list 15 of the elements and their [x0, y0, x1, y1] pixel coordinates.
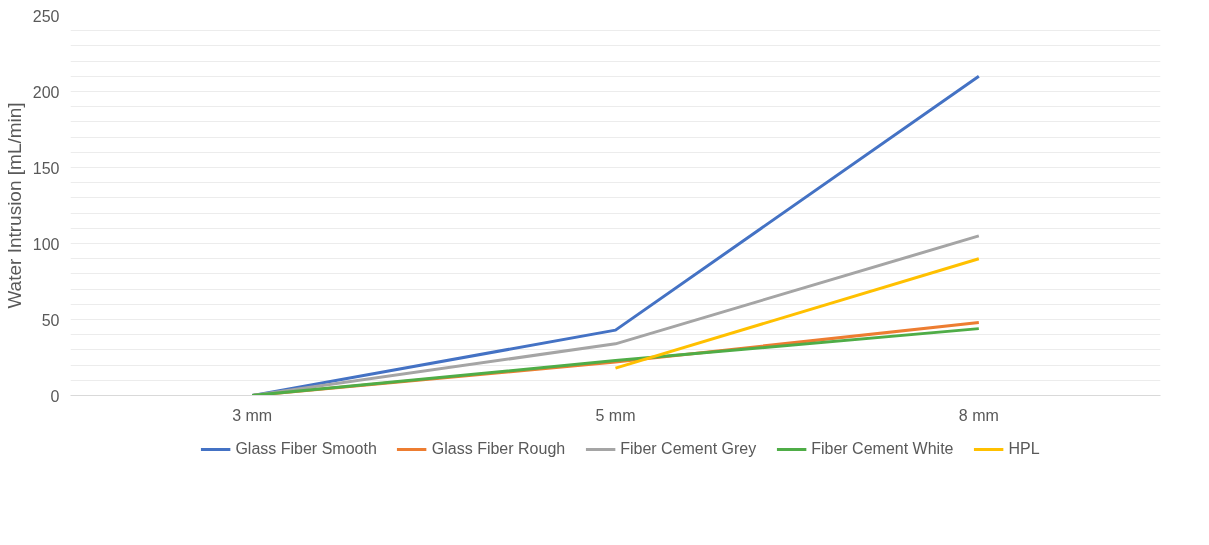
x-tick-label: 8 mm [958, 406, 999, 424]
x-tick-label: 5 mm [595, 406, 636, 424]
legend-label: Fiber Cement White [811, 439, 954, 458]
y-tick-label: 150 [32, 159, 60, 177]
y-tick-label: 0 [50, 387, 60, 405]
legend-label: Fiber Cement Grey [620, 439, 757, 458]
y-tick-label: 250 [32, 7, 60, 25]
legend-label: HPL [1008, 439, 1040, 458]
legend-label: Glass Fiber Smooth [235, 439, 377, 458]
x-tick-label: 3 mm [232, 406, 273, 424]
legend-label: Glass Fiber Rough [431, 439, 566, 458]
y-axis-title: Water Intrusion [mL/min] [3, 102, 25, 309]
y-tick-label: 100 [32, 235, 60, 253]
y-tick-label: 50 [41, 311, 60, 329]
y-tick-label: 200 [32, 83, 60, 101]
